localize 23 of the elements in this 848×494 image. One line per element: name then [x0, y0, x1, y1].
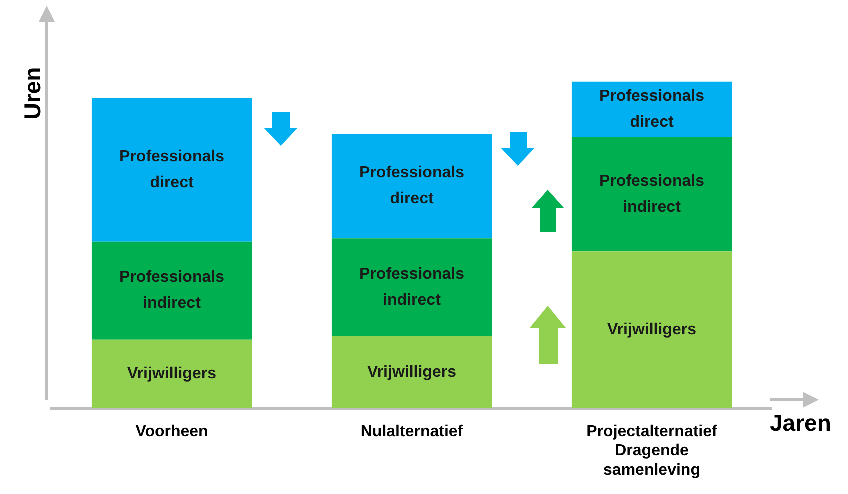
- series-label: Professionals indirect: [120, 269, 225, 312]
- y-axis-title: Uren: [20, 66, 46, 122]
- bar: [92, 98, 252, 242]
- x-axis-title: Jaren: [770, 410, 832, 437]
- series-label: Professionals direct: [600, 88, 705, 132]
- bar: [572, 252, 732, 408]
- text: Vrijwilligers: [368, 364, 456, 381]
- bar: [332, 134, 492, 239]
- bar: [92, 340, 252, 408]
- bar: [332, 336, 492, 408]
- text: Vrijwilligers: [608, 321, 696, 338]
- bar: [572, 137, 732, 252]
- x-tick-label: Voorheen: [136, 423, 208, 440]
- text: Professionals indirect: [600, 172, 704, 216]
- text: Professionals indirect: [360, 266, 464, 309]
- bar: [332, 238, 492, 337]
- text: Professionals direct: [360, 164, 464, 208]
- bar: [572, 82, 732, 138]
- x-tick-label: Nulalternatief: [360, 423, 464, 440]
- series-label: Vrijwilligers: [128, 366, 217, 383]
- x-tick-label: Projectalternatief Dragende samenleving: [586, 423, 718, 479]
- bar: [92, 242, 252, 340]
- text: Professionals direct: [120, 148, 224, 192]
